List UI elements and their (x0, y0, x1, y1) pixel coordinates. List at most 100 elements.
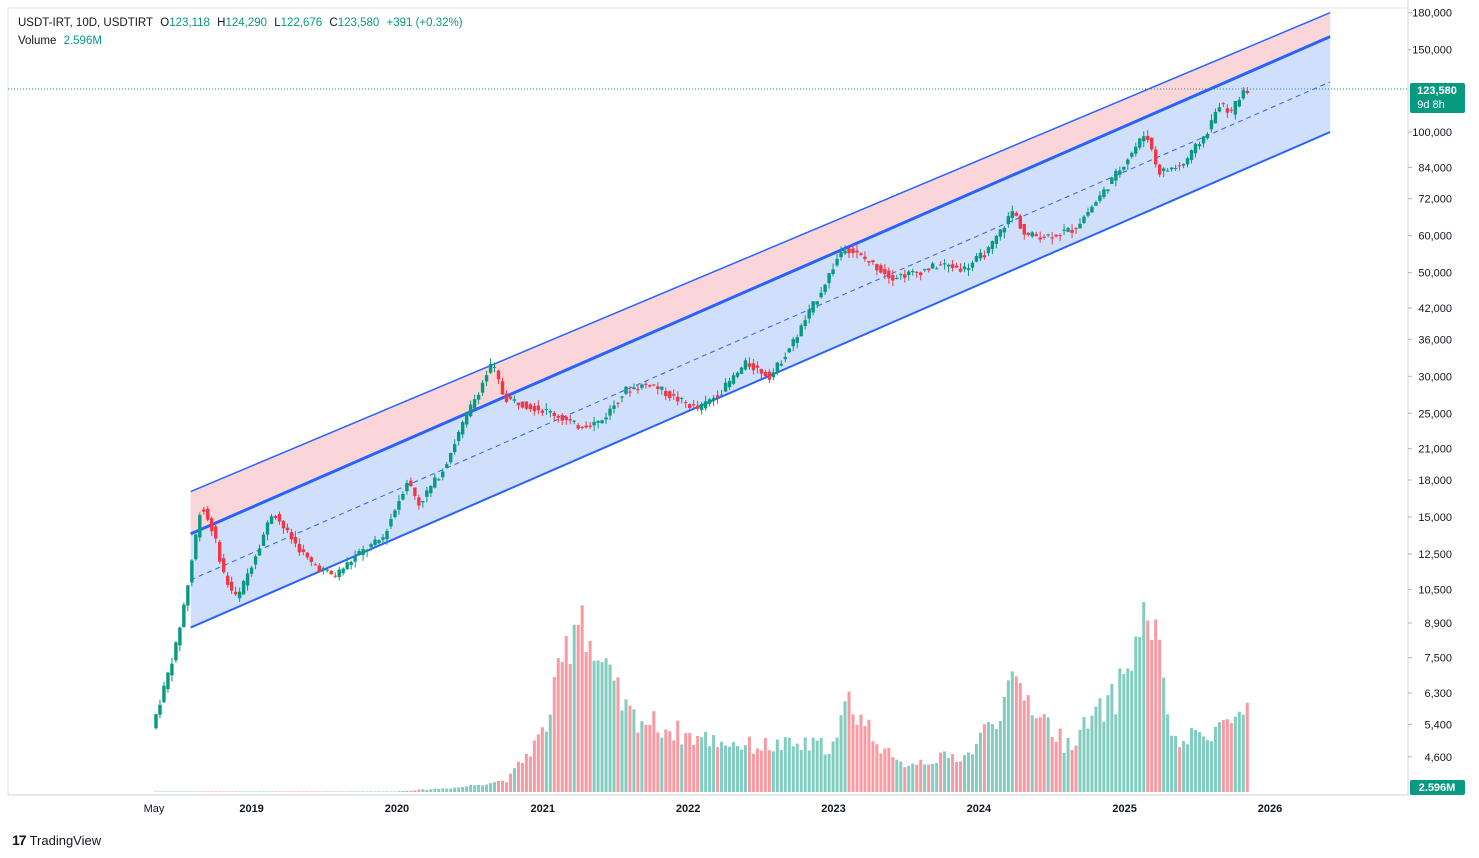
volume-bar (1198, 732, 1202, 792)
candle-body (1205, 133, 1210, 139)
volume-bar (998, 721, 1002, 792)
volume-bar (365, 791, 369, 792)
candle-body (1114, 170, 1118, 181)
candle-body (974, 256, 979, 262)
volume-bar (791, 746, 795, 792)
volume-bar (512, 768, 516, 792)
volume-bar (1217, 722, 1221, 792)
candle-body (512, 399, 517, 401)
volume-bar (313, 791, 317, 792)
candle-body (1189, 150, 1194, 160)
candle-body (994, 235, 999, 244)
candle-body (1058, 235, 1062, 237)
volume-bar (676, 720, 680, 792)
volume-bar (787, 737, 791, 792)
candle-body (202, 509, 206, 512)
volume-bar (899, 761, 903, 792)
volume-bar (1046, 717, 1050, 792)
candle-body (652, 384, 656, 386)
volume-bar (616, 677, 620, 792)
candle-body (401, 494, 405, 500)
candle-body (580, 426, 584, 428)
volume-bar (289, 791, 293, 792)
candle-body (1225, 108, 1230, 113)
candle-body (699, 404, 704, 411)
candle-body (883, 268, 887, 275)
volume-bar (210, 791, 214, 792)
volume-bar (720, 741, 724, 792)
candle-body (1006, 216, 1011, 225)
brand-text: TradingView (29, 832, 102, 848)
volume-bar (285, 791, 289, 792)
volume-bar (238, 791, 242, 792)
price-axis-label: 30,000 (1418, 371, 1452, 383)
candle-body (787, 348, 791, 353)
volume-bar (911, 763, 915, 792)
candle-body (1082, 216, 1086, 223)
volume-bar (162, 791, 166, 792)
ohlc-legend: USDT-IRT, 10D, USDTIRT O123,118 H124,290… (18, 17, 467, 29)
volume-bar (508, 773, 512, 792)
volume-bar (775, 739, 779, 792)
candle-body (1094, 202, 1098, 206)
candle-body (405, 483, 409, 492)
volume-bar (1006, 680, 1010, 792)
tradingview-brand[interactable]: 17 TradingView (12, 832, 101, 848)
volume-bar (931, 763, 935, 792)
candle-body (253, 556, 258, 565)
volume-bar (194, 791, 198, 792)
candle-body (269, 516, 274, 524)
candle-body (222, 558, 226, 573)
volume-bar (652, 711, 656, 792)
volume-bar (612, 680, 616, 792)
candle-body (480, 382, 485, 393)
channel-middle-line[interactable] (190, 35, 1331, 536)
candle-body (831, 269, 835, 275)
channel-top-line[interactable] (190, 12, 1331, 493)
candle-body (174, 642, 178, 661)
volume-bar (1162, 677, 1166, 792)
candle-body (1034, 234, 1038, 237)
volume-bar (927, 764, 931, 792)
volume-bar (449, 788, 453, 792)
volume-bar (461, 786, 465, 792)
candle-body (349, 561, 353, 566)
volume-bar (441, 788, 445, 792)
volume-bar (301, 791, 305, 792)
candle-body (397, 501, 401, 510)
volume-bar (445, 788, 449, 792)
volume-bar (190, 791, 194, 792)
volume-bar (1058, 728, 1062, 792)
candle-body (763, 372, 768, 377)
candle-body (1241, 90, 1246, 99)
volume-bar (485, 784, 489, 792)
price-axis-label: 100,000 (1412, 127, 1452, 139)
candle-body (604, 417, 608, 420)
channel-bottom-line[interactable] (190, 131, 1331, 629)
time-axis-label: 2022 (676, 803, 700, 815)
candle-body (245, 573, 250, 586)
volume-bar (1086, 728, 1090, 792)
candle-body (990, 241, 995, 250)
volume-bar (560, 662, 564, 792)
candle-body (775, 362, 780, 372)
volume-bar (632, 709, 636, 792)
volume-bar (469, 784, 473, 792)
candle-body (325, 569, 329, 571)
volume-bar (170, 791, 174, 792)
candle-body (859, 253, 863, 255)
candle-body (620, 396, 624, 398)
candle-body (703, 401, 708, 409)
volume-bar (847, 691, 851, 792)
candle-body (958, 268, 963, 272)
volume-bar (803, 737, 807, 792)
volume-bar (1002, 696, 1006, 792)
candle-body (875, 264, 879, 271)
bar-countdown: 9d 8h (1417, 99, 1445, 111)
candle-body (867, 261, 871, 263)
candle-body (218, 541, 222, 562)
candle-body (942, 263, 947, 265)
channel-median-line[interactable] (190, 81, 1331, 581)
volume-bar (656, 732, 660, 792)
